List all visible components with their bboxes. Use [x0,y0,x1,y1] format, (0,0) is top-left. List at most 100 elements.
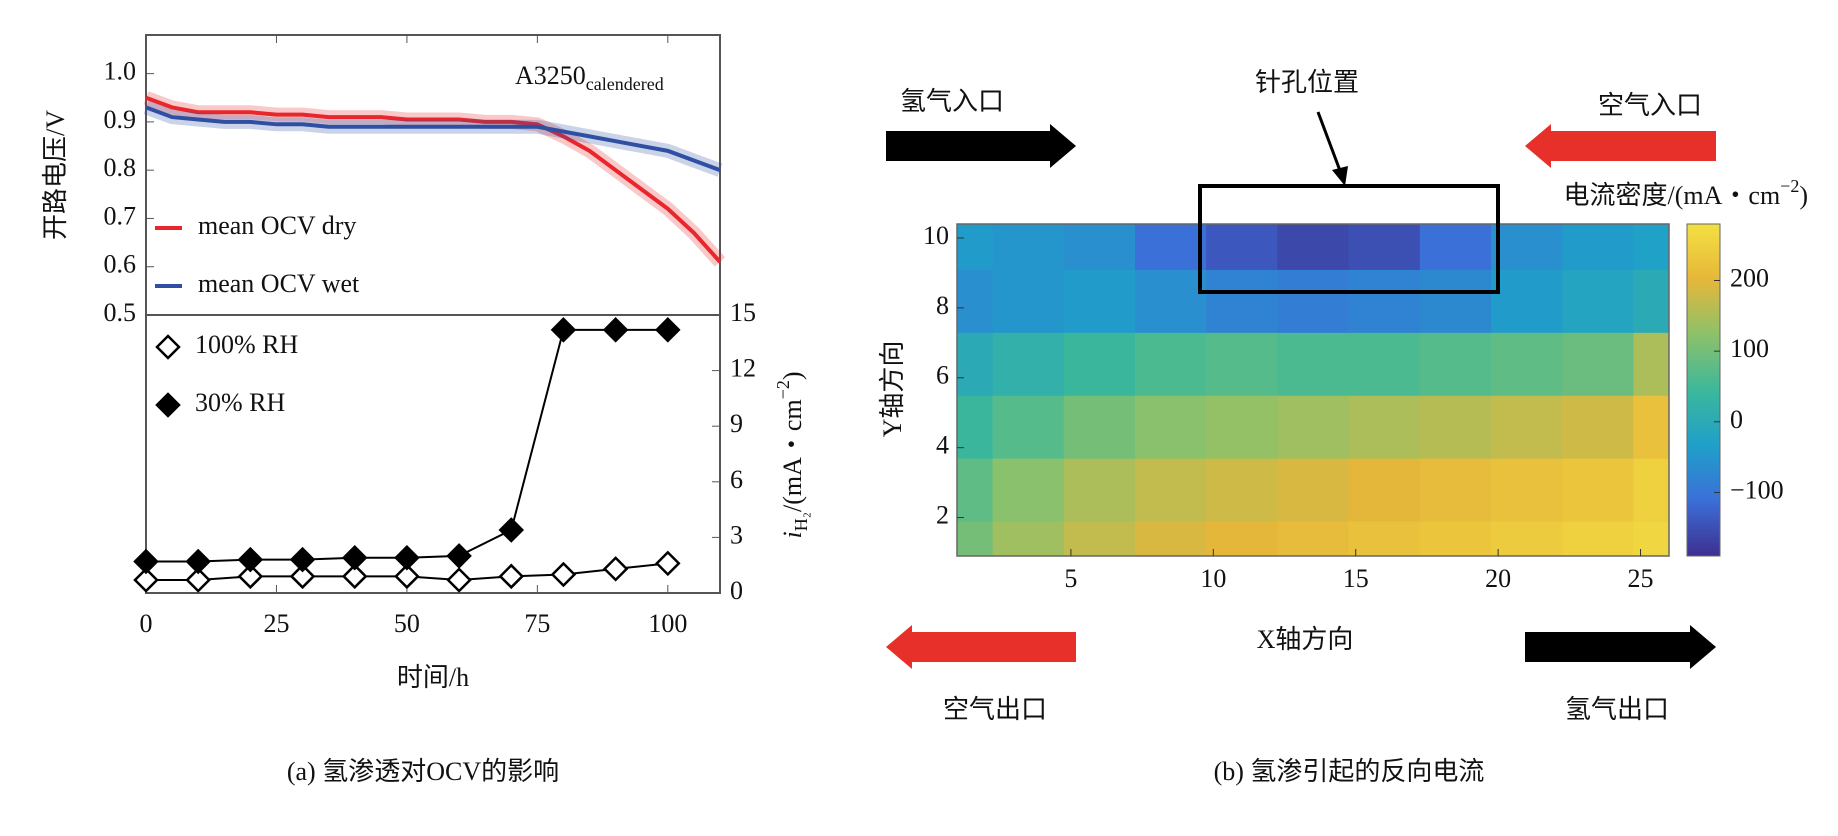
heat-cell [1562,395,1634,459]
heat-cell [1562,269,1634,333]
heat-cell [957,521,994,557]
heat-cell [957,224,994,270]
heat-cell [1348,332,1421,396]
heat-cell [1562,458,1634,522]
marker [394,563,420,590]
x-tick-label: 75 [524,609,550,638]
marker [394,545,420,571]
series-line [145,105,721,173]
heat-cell [1491,521,1563,557]
heat-cell [992,269,1065,333]
heat-cell [1419,332,1492,396]
heat-cell [992,458,1065,522]
arrow [1525,124,1716,168]
y-tick-label: 0.8 [104,153,137,182]
heat-cell [1135,458,1207,522]
annotation: 针孔位置 [1255,68,1359,97]
marker [341,545,368,571]
heat-cell [1206,269,1278,333]
x-tick-label: 50 [394,609,420,638]
x-tick-label: 25 [263,609,289,638]
legend-label: mean OCV wet [198,269,360,298]
heat-cell [1063,332,1136,396]
marker [655,550,681,577]
label-sup: −2 [773,380,793,399]
heat-cell [1277,332,1350,396]
legend-marker [155,392,181,418]
plot-frame [956,223,1670,557]
heat-cell [1277,224,1350,270]
heat-cell [1206,395,1278,459]
heat-cell [1562,224,1634,270]
heat-cell [1135,269,1207,333]
heat-cell [1206,521,1278,557]
heat-cell [1419,521,1492,557]
colorbar-tick-label: 0 [1730,405,1743,434]
pointer-head [1332,166,1348,186]
x-tick-label: 5 [1064,564,1077,593]
heat-cell [1562,521,1634,557]
heat-cell [1063,521,1136,557]
x-tick-label: 0 [140,609,153,638]
y-tick-label: 10 [923,221,949,250]
y-tick-label: 2 [936,501,949,530]
heat-cell [1419,458,1492,522]
label-main: 电流密度/(mA・cm [1564,181,1781,210]
x-tick-label: 20 [1485,564,1511,593]
colorbar-tick-label: 100 [1730,334,1769,363]
heat-cell [957,332,994,396]
annotation: 空气入口 [1598,91,1702,120]
marker [341,563,368,590]
x-tick-label: 100 [648,609,687,638]
colorbar [1686,223,1721,557]
pointer [1316,111,1344,177]
heat-cell [1633,332,1670,396]
series-line [145,95,722,264]
heat-cell [1277,521,1350,557]
marker [185,567,211,593]
marker [550,317,577,343]
label-rest: /(mA・cm [778,399,807,512]
colorbar-tick-label: 200 [1730,263,1769,292]
y-tick-label: 6 [936,361,949,390]
heat-cell [1063,224,1136,270]
y2-tick-label: 6 [730,465,743,494]
heat-cell [1491,458,1563,522]
marker [498,563,525,590]
y2-tick-label: 0 [730,576,743,605]
annotation: 氢气入口 [900,87,1004,116]
label-end: ) [1799,181,1808,210]
y2-axis-label: iH₂/(mA・cm−2) [773,372,811,539]
marker [133,567,159,593]
heat-cell [1063,458,1136,522]
heat-cell [1135,395,1207,459]
pinhole-box [1198,184,1500,294]
heat-cell [1063,395,1136,459]
annotation: A3250calendered [515,61,664,94]
x-tick-label: 10 [1200,564,1226,593]
marker [602,317,629,343]
y2-tick-label: 12 [730,354,756,383]
y-axis-label: Y轴方向 [878,341,907,438]
label-end: ) [778,372,807,381]
heat-cell [1277,395,1350,459]
heat-cell [1277,269,1350,333]
heat-cell [1562,332,1634,396]
legend-marker [155,334,181,360]
marker [550,561,577,588]
heat-cell [957,395,994,459]
marker [655,317,681,343]
annotation: 氢气出口 [1565,695,1669,724]
arrow [886,625,1076,669]
y-tick-label: 0.6 [104,250,137,279]
marker [289,546,316,573]
legend-label: 100% RH [195,330,299,359]
x-axis-label: X轴方向 [1257,625,1354,654]
heat-cell [957,269,994,333]
colorbar-tick-label: −100 [1730,475,1784,504]
plot-frame [145,314,721,594]
heat-cell [1491,395,1563,459]
y-tick-label: 8 [936,291,949,320]
y2-tick-label: 3 [730,520,743,549]
heat-cell [1633,458,1670,522]
